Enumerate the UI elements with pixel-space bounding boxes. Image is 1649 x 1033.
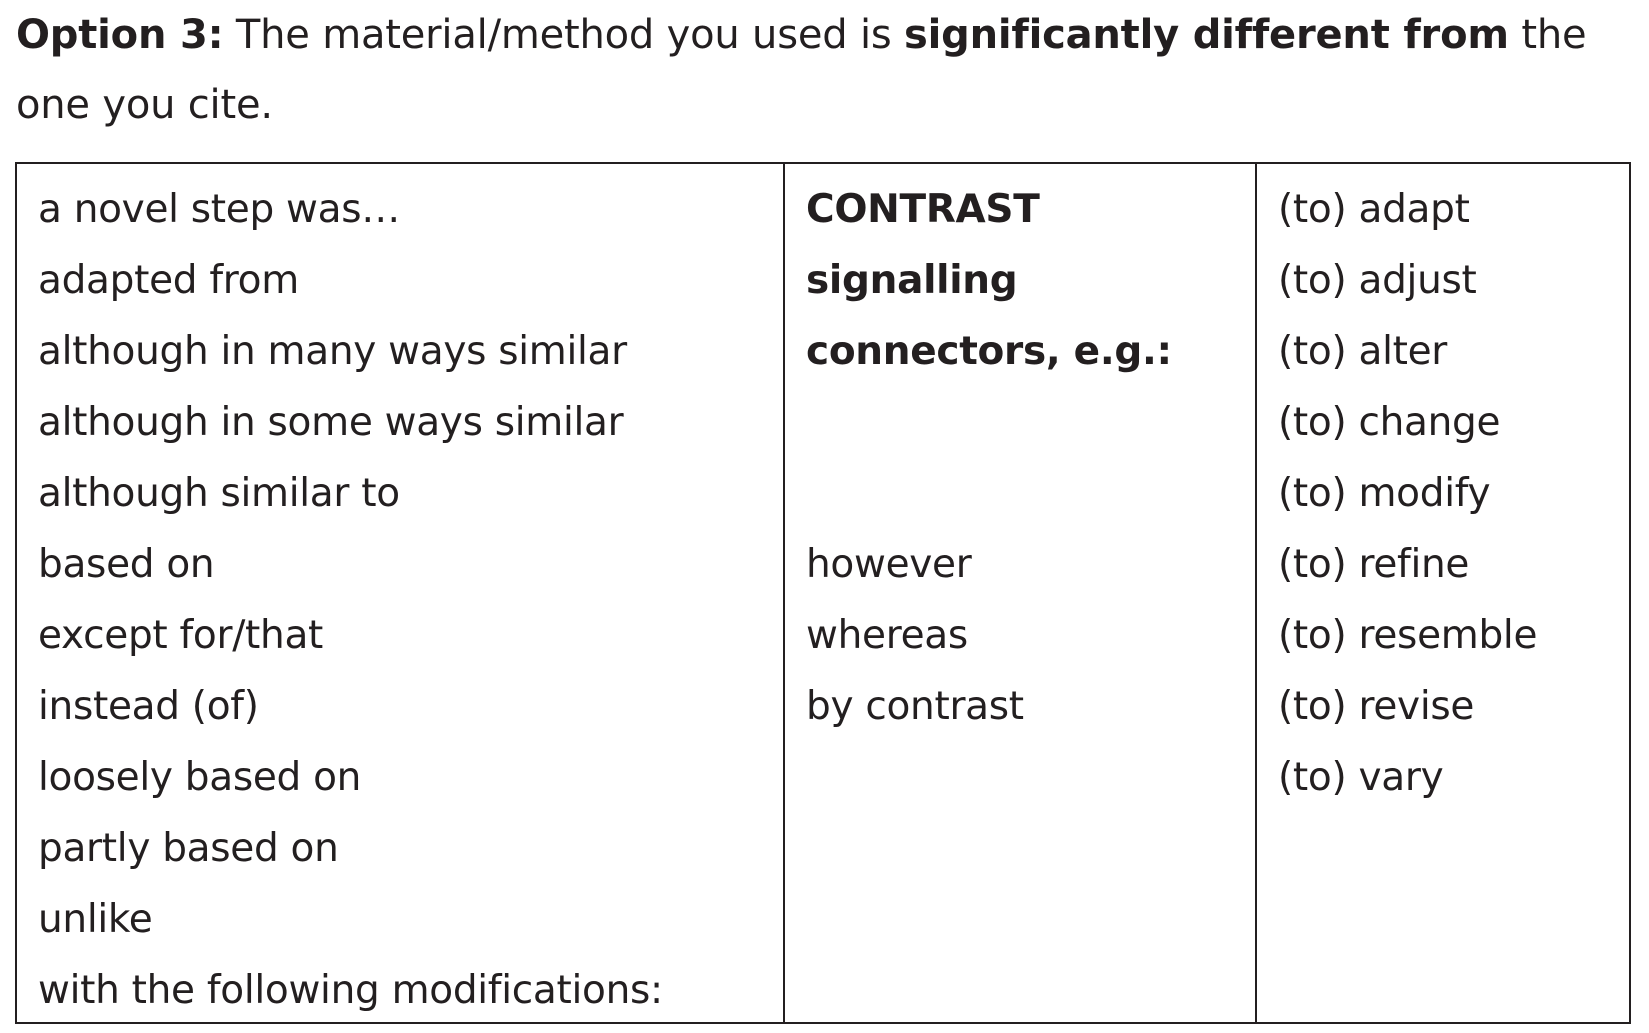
verb-item: (to) revise [1278, 684, 1475, 729]
verb-item: (to) adapt [1278, 187, 1470, 232]
connectors-header-line: signalling [806, 258, 1018, 303]
phrase-item: although in many ways similar [38, 329, 627, 374]
connectors-header-line: CONTRAST [806, 187, 1040, 232]
connector-item: whereas [806, 613, 968, 658]
phrase-item: loosely based on [38, 755, 362, 800]
connector-item: however [806, 542, 972, 587]
phrase-item: although similar to [38, 471, 400, 516]
connectors-header-line: connectors, e.g.: [806, 329, 1172, 374]
phrases-column: a novel step was… adapted from although … [17, 164, 785, 1022]
option-heading: Option 3: The material/method you used i… [16, 0, 1636, 140]
phrase-table: a novel step was… adapted from although … [15, 162, 1631, 1024]
blank-line [806, 387, 1255, 458]
option-label: Option 3: [16, 12, 224, 58]
verb-item: (to) adjust [1278, 258, 1477, 303]
verbs-column: (to) adapt (to) adjust (to) alter (to) c… [1257, 164, 1629, 1022]
verb-item: (to) change [1278, 400, 1501, 445]
connectors-column: CONTRAST signalling connectors, e.g.: ho… [785, 164, 1257, 1022]
phrase-item: instead (of) [38, 684, 259, 729]
verb-item: (to) alter [1278, 329, 1448, 374]
phrase-item: based on [38, 542, 215, 587]
blank-line [806, 458, 1255, 529]
phrase-item: adapted from [38, 258, 299, 303]
verb-item: (to) vary [1278, 755, 1444, 800]
heading-text-2: the one you cite. [16, 12, 1587, 128]
phrase-item: with the following modifications: [38, 968, 663, 1013]
verb-item: (to) modify [1278, 471, 1491, 516]
phrase-item: partly based on [38, 826, 339, 871]
phrase-item: although in some ways similar [38, 400, 624, 445]
phrase-item: a novel step was… [38, 187, 400, 232]
connector-item: by contrast [806, 684, 1024, 729]
phrase-item: unlike [38, 897, 153, 942]
phrase-item: except for/that [38, 613, 324, 658]
heading-emphasis: significantly different from [904, 12, 1509, 58]
verb-item: (to) resemble [1278, 613, 1538, 658]
heading-text-1: The material/method you used is [223, 12, 905, 58]
verb-item: (to) refine [1278, 542, 1470, 587]
